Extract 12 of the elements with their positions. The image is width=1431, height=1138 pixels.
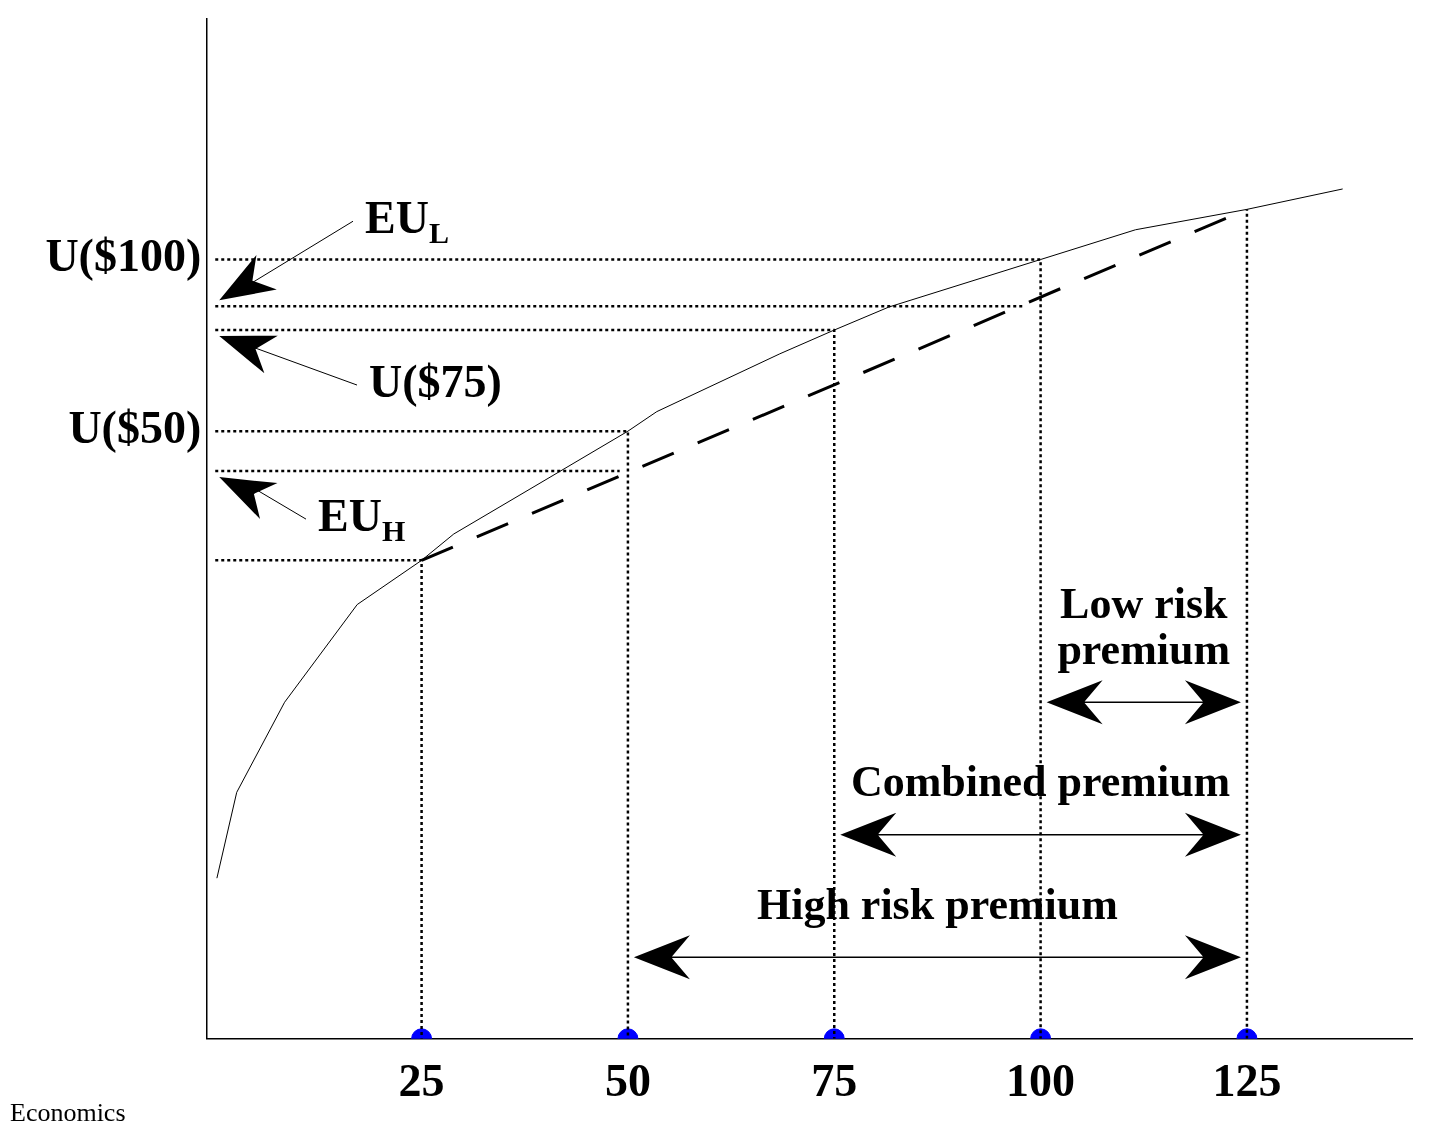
x-tick-label: 50 xyxy=(604,1055,651,1107)
text: U($50) xyxy=(68,402,202,454)
x-tick-label: 100 xyxy=(1006,1055,1076,1107)
annotation: U($75) xyxy=(369,355,502,407)
x-tick-label: 25 xyxy=(398,1055,445,1107)
annotation: Low risk premium xyxy=(1057,578,1231,674)
annotation: High risk premium xyxy=(756,879,1118,929)
annotation: Combined premium xyxy=(850,757,1231,807)
x-tick-label: 75 xyxy=(811,1055,858,1107)
x-tick-label: 125 xyxy=(1212,1055,1282,1107)
text: U($100) xyxy=(45,230,202,282)
text: Economics xyxy=(10,1097,126,1127)
